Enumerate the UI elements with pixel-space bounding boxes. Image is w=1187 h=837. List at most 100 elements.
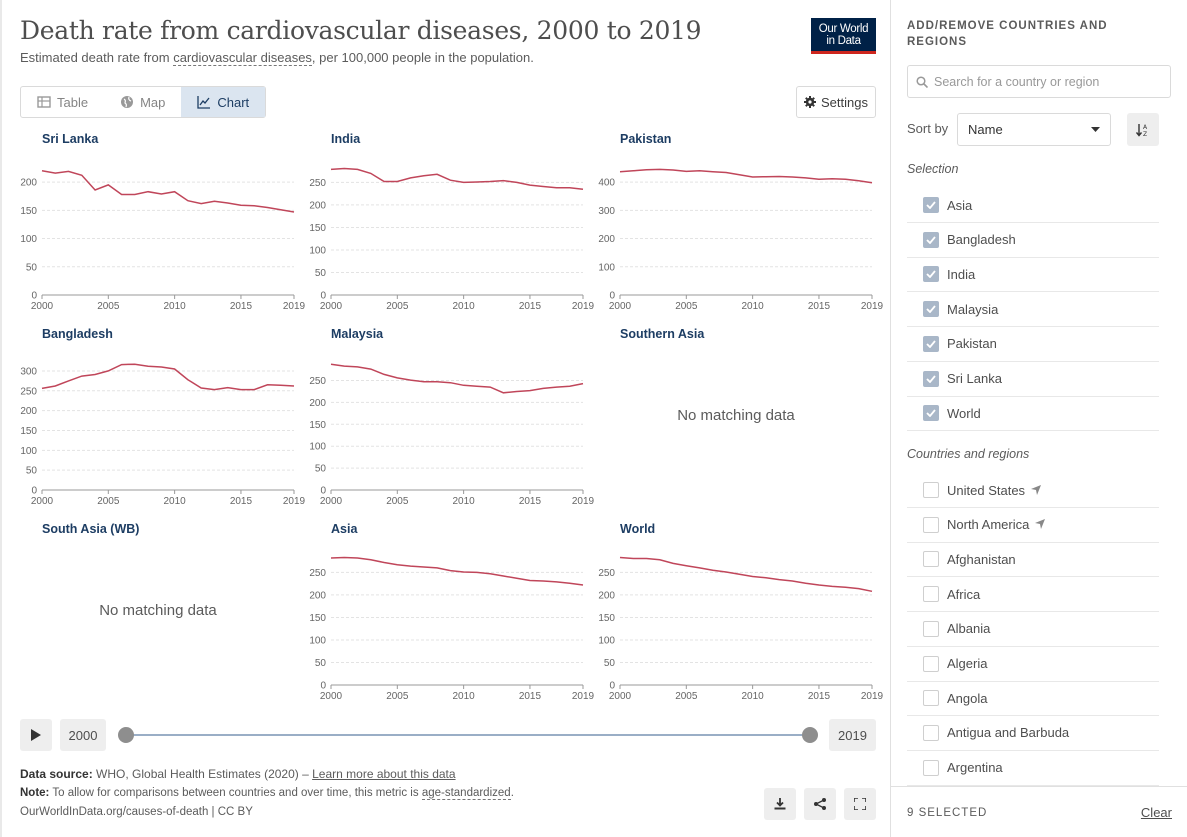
timeline-end-handle[interactable] <box>802 727 818 743</box>
country-item[interactable]: Argentina <box>907 751 1159 786</box>
series-line-pakistan <box>619 168 873 184</box>
checkbox-checked[interactable] <box>923 405 939 422</box>
y-tick-label: 150 <box>309 223 326 234</box>
timeline-track[interactable] <box>126 734 810 736</box>
chart-plot-south-asia-wb: South Asia (WB) No matching data <box>42 522 217 619</box>
country-item[interactable]: North America <box>907 508 1159 543</box>
checkbox[interactable] <box>923 482 939 498</box>
settings-button[interactable]: Settings <box>796 86 876 118</box>
x-tick-label: 2015 <box>519 691 542 702</box>
checkbox-checked[interactable] <box>923 197 939 213</box>
series-line-sri-lanka <box>41 170 295 213</box>
subtitle-link[interactable]: cardiovascular diseases <box>173 50 312 66</box>
checkbox[interactable] <box>923 516 939 533</box>
check-icon <box>926 236 936 244</box>
x-tick-label: 2005 <box>675 691 698 702</box>
svg-text:A: A <box>1143 124 1148 131</box>
checkbox[interactable] <box>923 655 939 672</box>
source-url[interactable]: OurWorldInData.org/causes-of-death | CC … <box>20 806 253 818</box>
x-tick-label: 2010 <box>742 301 765 312</box>
tab-map[interactable]: Map <box>104 87 181 117</box>
country-item[interactable]: United States <box>907 473 1159 508</box>
chart-plot-world: World 0 50 100 150 200 250 2000 2005 2010 2015 2019 <box>598 522 883 702</box>
chart-panel-asia: Asia 0 50 100 150 200 250 2000 2005 2010 2015 2019 <box>306 521 594 711</box>
country-item[interactable]: Algeria <box>907 647 1159 682</box>
clear-button[interactable]: Clear <box>1140 805 1172 820</box>
checkbox-checked[interactable] <box>923 231 939 248</box>
age-standardized-link[interactable]: age-standardized <box>421 787 511 800</box>
logo-line-2: in Data <box>826 35 861 47</box>
y-tick-label: 100 <box>309 635 326 646</box>
globe-icon <box>121 96 134 108</box>
search-input[interactable]: Search for a country or region <box>907 65 1171 98</box>
checkbox[interactable] <box>923 724 939 741</box>
y-tick-label: 200 <box>598 234 615 245</box>
search-placeholder: Search for a country or region <box>934 74 1100 89</box>
selected-item[interactable]: Asia <box>907 188 1159 223</box>
sort-dropdown[interactable]: Name <box>957 113 1111 146</box>
note: Note: To allow for comparisons between c… <box>20 787 514 800</box>
country-item[interactable]: Angola <box>907 681 1159 717</box>
checkbox-checked[interactable] <box>923 370 939 387</box>
x-tick-label: 2005 <box>386 496 409 507</box>
download-button[interactable] <box>764 788 796 820</box>
fullscreen-button[interactable] <box>844 788 876 820</box>
country-item[interactable]: Afghanistan <box>907 542 1159 578</box>
timeline-end-year[interactable]: 2019 <box>829 719 876 751</box>
country-item[interactable]: Africa <box>907 577 1159 613</box>
note-label: Note: <box>20 787 50 799</box>
country-item[interactable]: Albania <box>907 612 1159 647</box>
checkbox[interactable] <box>923 586 939 603</box>
checkbox[interactable] <box>923 759 939 776</box>
timeline-start-year[interactable]: 2000 <box>60 719 106 751</box>
x-tick-label: 2000 <box>609 691 632 702</box>
tab-table[interactable]: Table <box>21 87 104 117</box>
list-item-label: India <box>947 266 976 282</box>
share-button[interactable] <box>804 788 836 820</box>
chart-plot-sri-lanka: Sri Lanka 0 50 100 150 200 2000 2005 2010 2015 201… <box>20 132 305 312</box>
selected-item[interactable]: Pakistan <box>907 327 1159 362</box>
checkbox[interactable] <box>923 551 939 568</box>
check-icon <box>926 201 936 209</box>
play-button[interactable] <box>20 719 52 751</box>
tab-table-label: Table <box>57 94 89 110</box>
x-tick-label: 2000 <box>609 301 632 312</box>
checkbox-checked[interactable] <box>923 335 939 352</box>
y-tick-label: 150 <box>309 613 326 624</box>
checkbox[interactable] <box>923 690 939 707</box>
checkbox-checked[interactable] <box>923 301 939 318</box>
download-icon <box>774 798 786 810</box>
selected-item[interactable]: Sri Lanka <box>907 362 1159 397</box>
chart-panel-south-asia-wb: South Asia (WB) No matching data <box>17 521 299 711</box>
x-tick-label: 2010 <box>742 691 765 702</box>
selected-item[interactable]: World <box>907 396 1159 432</box>
y-tick-label: 400 <box>598 178 615 189</box>
subtitle-text-end: , per 100,000 people in the population. <box>311 50 534 65</box>
country-item[interactable]: Antigua and Barbuda <box>907 716 1159 751</box>
chart-svg-bangladesh: Bangladesh 0 50 100 150 200 250 300 2000 2005 2010… <box>20 327 305 507</box>
x-tick-label: 2019 <box>572 691 595 702</box>
selector-footer: 9 SELECTED Clear <box>891 786 1187 837</box>
share-icon <box>814 798 826 810</box>
checkbox[interactable] <box>923 620 939 637</box>
owid-logo[interactable]: Our World in Data <box>811 18 876 54</box>
tab-chart[interactable]: Chart <box>181 87 266 117</box>
y-tick-label: 200 <box>20 406 37 417</box>
check-icon <box>926 409 936 418</box>
y-tick-label: 50 <box>315 268 327 279</box>
selected-item[interactable]: Malaysia <box>907 292 1159 328</box>
source-text: WHO, Global Health Estimates (2020) – <box>92 767 313 781</box>
selected-item[interactable]: Bangladesh <box>907 223 1159 258</box>
chart-svg-asia: Asia 0 50 100 150 200 250 2000 2005 2010 2015 2019 <box>309 522 594 702</box>
chart-title-world: World <box>620 522 655 536</box>
checkbox-checked[interactable] <box>923 266 939 283</box>
y-tick-label: 50 <box>315 464 327 475</box>
selected-item[interactable]: India <box>907 257 1159 293</box>
view-tabs: Table Map Chart <box>20 86 267 118</box>
x-tick-label: 2019 <box>861 691 884 702</box>
learn-more-link[interactable]: Learn more about this data <box>312 767 456 781</box>
timeline-start-handle[interactable] <box>118 727 134 743</box>
chart-title-india: India <box>331 132 361 146</box>
selector-heading: ADD/REMOVE COUNTRIES AND REGIONS <box>907 20 1108 48</box>
